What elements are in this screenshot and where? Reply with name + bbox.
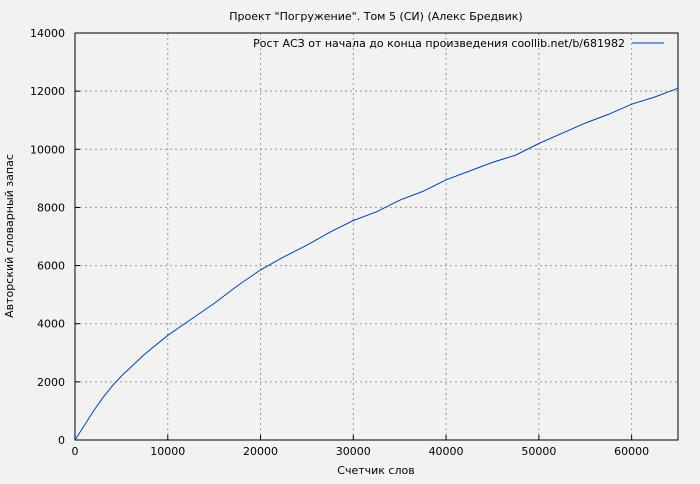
x-axis-label: Счетчик слов	[337, 464, 414, 477]
y-tick-label: 4000	[37, 318, 65, 331]
series-line	[74, 87, 679, 441]
plot-frame	[74, 32, 679, 441]
y-tick-label: 10000	[30, 143, 65, 156]
y-tick-label: 12000	[30, 85, 65, 98]
grid	[75, 33, 678, 440]
x-tick-label: 0	[72, 445, 79, 458]
x-tick-label: 30000	[336, 445, 371, 458]
x-tick-label: 60000	[614, 445, 649, 458]
legend-label: Рост АСЗ от начала до конца произведения…	[253, 37, 625, 50]
y-tick-label: 0	[58, 434, 65, 447]
y-axis-label: Авторский словарный запас	[3, 154, 16, 318]
y-tick-label: 2000	[37, 376, 65, 389]
x-tick-label: 50000	[521, 445, 556, 458]
y-tick-label: 8000	[37, 201, 65, 214]
x-tick-label: 10000	[150, 445, 185, 458]
y-tick-label: 14000	[30, 27, 65, 40]
ticks: 0 10000 20000 30000 40000 50000 60000 0 2000 4000…	[30, 27, 649, 458]
y-tick-label: 6000	[37, 260, 65, 273]
x-tick-label: 20000	[243, 445, 278, 458]
x-tick-label: 40000	[429, 445, 464, 458]
chart-title: Проект "Погружение". Том 5 (СИ) (Алекс Б…	[229, 10, 522, 23]
